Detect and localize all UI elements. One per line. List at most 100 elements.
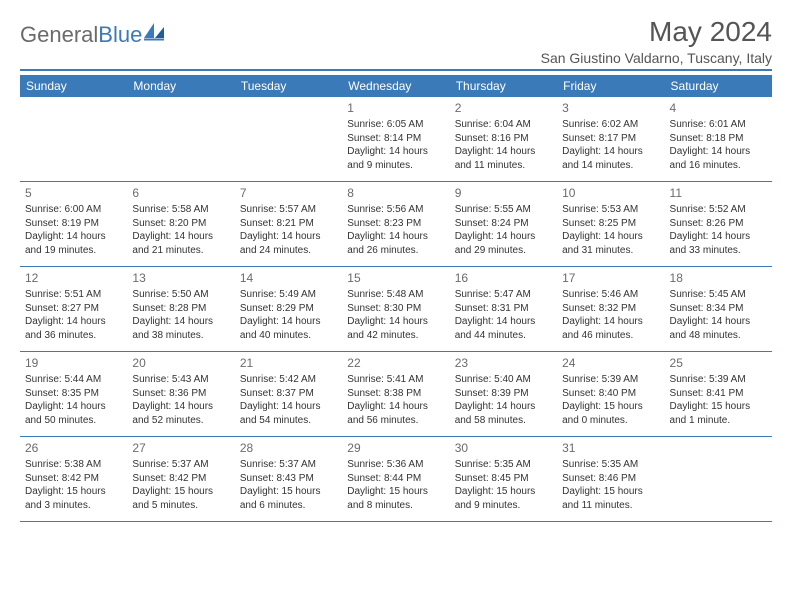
daylight-text: Daylight: 14 hours and 46 minutes. <box>562 315 659 342</box>
day-number: 9 <box>455 185 552 201</box>
daylight-text: Daylight: 15 hours and 5 minutes. <box>132 485 229 512</box>
day-number: 21 <box>240 355 337 371</box>
sunset-text: Sunset: 8:19 PM <box>25 217 122 231</box>
sunset-text: Sunset: 8:31 PM <box>455 302 552 316</box>
calendar-day: 11Sunrise: 5:52 AMSunset: 8:26 PMDayligh… <box>665 182 772 266</box>
day-number: 28 <box>240 440 337 456</box>
day-number: 4 <box>670 100 767 116</box>
calendar-day: 28Sunrise: 5:37 AMSunset: 8:43 PMDayligh… <box>235 437 342 521</box>
sunrise-text: Sunrise: 5:58 AM <box>132 203 229 217</box>
daylight-text: Daylight: 14 hours and 29 minutes. <box>455 230 552 257</box>
sunset-text: Sunset: 8:42 PM <box>132 472 229 486</box>
calendar-day: 23 Sunrise: 5:40 AMSunset: 8:39 PMDayligh… <box>450 352 557 436</box>
day-number: 8 <box>347 185 444 201</box>
calendar-day: 21Sunrise: 5:42 AMSunset: 8:37 PMDayligh… <box>235 352 342 436</box>
sunrise-text: Sunrise: 5:36 AM <box>347 458 444 472</box>
calendar-day: 30Sunrise: 5:35 AMSunset: 8:45 PMDayligh… <box>450 437 557 521</box>
sunrise-text: Sunrise: 5:49 AM <box>240 288 337 302</box>
sunset-text: Sunset: 8:40 PM <box>562 387 659 401</box>
daylight-text: Daylight: 14 hours and 50 minutes. <box>25 400 122 427</box>
sunset-text: Sunset: 8:44 PM <box>347 472 444 486</box>
calendar-day: 2Sunrise: 6:04 AMSunset: 8:16 PMDaylight… <box>450 97 557 181</box>
sunrise-text: Sunrise: 5:37 AM <box>240 458 337 472</box>
sunset-text: Sunset: 8:39 PM <box>455 387 552 401</box>
calendar-week: ...1Sunrise: 6:05 AMSunset: 8:14 PMDayli… <box>20 97 772 182</box>
sunrise-text: Sunrise: 5:47 AM <box>455 288 552 302</box>
calendar-week: 12Sunrise: 5:51 AMSunset: 8:27 PMDayligh… <box>20 267 772 352</box>
sunset-text: Sunset: 8:32 PM <box>562 302 659 316</box>
header: GeneralBlue May 2024 San Giustino Valdar… <box>20 16 772 71</box>
sunset-text: Sunset: 8:38 PM <box>347 387 444 401</box>
weekday-header: Monday <box>127 75 234 97</box>
daylight-text: Daylight: 15 hours and 11 minutes. <box>562 485 659 512</box>
daylight-text: Daylight: 14 hours and 54 minutes. <box>240 400 337 427</box>
day-number: 30 <box>455 440 552 456</box>
day-number: 2 <box>455 100 552 116</box>
day-number: 25 <box>670 355 767 371</box>
sunrise-text: Sunrise: 5:55 AM <box>455 203 552 217</box>
sunrise-text: Sunrise: 5:42 AM <box>240 373 337 387</box>
location: San Giustino Valdarno, Tuscany, Italy <box>20 50 772 71</box>
sunrise-text: Sunrise: 5:37 AM <box>132 458 229 472</box>
day-number: 26 <box>25 440 122 456</box>
sunrise-text: Sunrise: 5:57 AM <box>240 203 337 217</box>
daylight-text: Daylight: 14 hours and 52 minutes. <box>132 400 229 427</box>
sunrise-text: Sunrise: 5:39 AM <box>670 373 767 387</box>
day-number: 24 <box>562 355 659 371</box>
calendar-day: 12Sunrise: 5:51 AMSunset: 8:27 PMDayligh… <box>20 267 127 351</box>
day-number: 6 <box>132 185 229 201</box>
calendar-day: 10Sunrise: 5:53 AMSunset: 8:25 PMDayligh… <box>557 182 664 266</box>
sunrise-text: Sunrise: 5:40 AM <box>455 373 552 387</box>
daylight-text: Daylight: 14 hours and 16 minutes. <box>670 145 767 172</box>
calendar-day: 15Sunrise: 5:48 AMSunset: 8:30 PMDayligh… <box>342 267 449 351</box>
sunrise-text: Sunrise: 5:52 AM <box>670 203 767 217</box>
sunset-text: Sunset: 8:43 PM <box>240 472 337 486</box>
calendar-day: 8Sunrise: 5:56 AMSunset: 8:23 PMDaylight… <box>342 182 449 266</box>
daylight-text: Daylight: 14 hours and 38 minutes. <box>132 315 229 342</box>
day-number: 12 <box>25 270 122 286</box>
sunset-text: Sunset: 8:36 PM <box>132 387 229 401</box>
daylight-text: Daylight: 14 hours and 26 minutes. <box>347 230 444 257</box>
daylight-text: Daylight: 14 hours and 11 minutes. <box>455 145 552 172</box>
weekday-header: Sunday <box>20 75 127 97</box>
logo-sail-icon <box>144 21 166 47</box>
sunrise-text: Sunrise: 5:45 AM <box>670 288 767 302</box>
logo: GeneralBlue <box>20 16 166 48</box>
calendar: SundayMondayTuesdayWednesdayThursdayFrid… <box>20 75 772 522</box>
sunrise-text: Sunrise: 5:38 AM <box>25 458 122 472</box>
day-number: 13 <box>132 270 229 286</box>
daylight-text: Daylight: 14 hours and 56 minutes. <box>347 400 444 427</box>
sunrise-text: Sunrise: 5:35 AM <box>455 458 552 472</box>
calendar-day: 9Sunrise: 5:55 AMSunset: 8:24 PMDaylight… <box>450 182 557 266</box>
day-number: 14 <box>240 270 337 286</box>
sunset-text: Sunset: 8:41 PM <box>670 387 767 401</box>
sunrise-text: Sunrise: 5:50 AM <box>132 288 229 302</box>
day-number: 15 <box>347 270 444 286</box>
calendar-day: 31Sunrise: 5:35 AMSunset: 8:46 PMDayligh… <box>557 437 664 521</box>
calendar-day: . <box>235 97 342 181</box>
sunset-text: Sunset: 8:29 PM <box>240 302 337 316</box>
calendar-body: ...1Sunrise: 6:05 AMSunset: 8:14 PMDayli… <box>20 97 772 522</box>
daylight-text: Daylight: 14 hours and 19 minutes. <box>25 230 122 257</box>
day-number: 10 <box>562 185 659 201</box>
logo-text-1: General <box>20 22 98 48</box>
day-number: 23 <box>455 355 552 371</box>
daylight-text: Daylight: 14 hours and 42 minutes. <box>347 315 444 342</box>
sunset-text: Sunset: 8:26 PM <box>670 217 767 231</box>
calendar-day: 19Sunrise: 5:44 AMSunset: 8:35 PMDayligh… <box>20 352 127 436</box>
sunset-text: Sunset: 8:16 PM <box>455 132 552 146</box>
calendar-day: 25Sunrise: 5:39 AMSunset: 8:41 PMDayligh… <box>665 352 772 436</box>
day-number: 18 <box>670 270 767 286</box>
page: GeneralBlue May 2024 San Giustino Valdar… <box>0 0 792 538</box>
calendar-day: 1Sunrise: 6:05 AMSunset: 8:14 PMDaylight… <box>342 97 449 181</box>
calendar-day: 29Sunrise: 5:36 AMSunset: 8:44 PMDayligh… <box>342 437 449 521</box>
sunrise-text: Sunrise: 5:46 AM <box>562 288 659 302</box>
calendar-day: 24Sunrise: 5:39 AMSunset: 8:40 PMDayligh… <box>557 352 664 436</box>
daylight-text: Daylight: 14 hours and 40 minutes. <box>240 315 337 342</box>
calendar-day: 20Sunrise: 5:43 AMSunset: 8:36 PMDayligh… <box>127 352 234 436</box>
sunrise-text: Sunrise: 5:35 AM <box>562 458 659 472</box>
daylight-text: Daylight: 15 hours and 8 minutes. <box>347 485 444 512</box>
day-number: 11 <box>670 185 767 201</box>
daylight-text: Daylight: 14 hours and 58 minutes. <box>455 400 552 427</box>
weekday-header: Saturday <box>665 75 772 97</box>
